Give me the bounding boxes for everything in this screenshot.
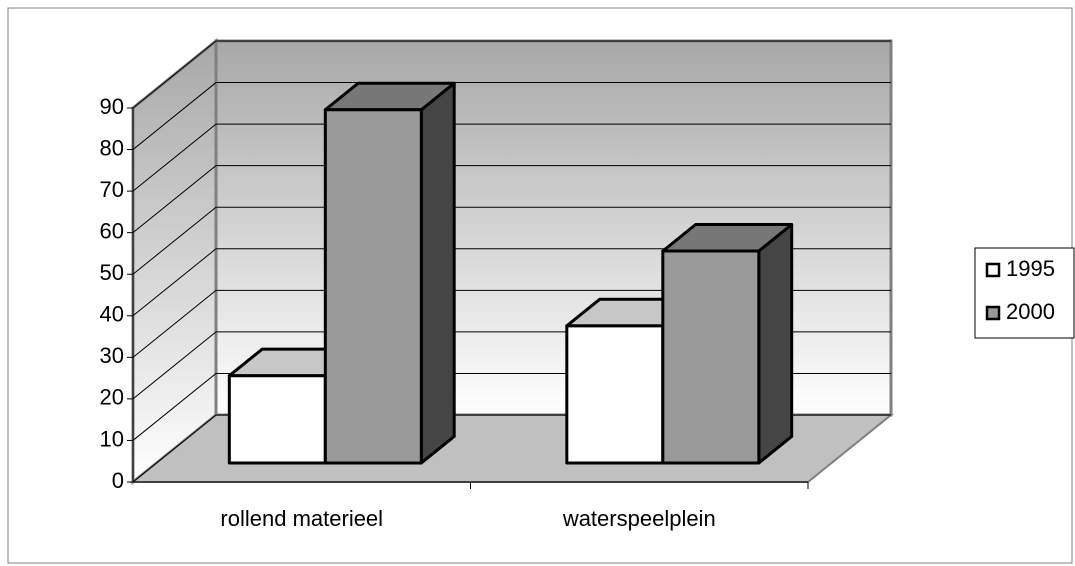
bar-side — [419, 81, 456, 465]
y-tick-label: 40 — [100, 302, 124, 327]
y-tick-label: 50 — [100, 260, 124, 285]
bar-front — [661, 249, 761, 465]
y-tick-label: 70 — [100, 177, 124, 202]
y-tick-label: 20 — [100, 385, 124, 410]
y-tick-label: 30 — [100, 343, 124, 368]
grid-line — [132, 206, 891, 275]
x-tick-label: rollend materieel — [220, 506, 383, 531]
y-tick-label: 0 — [112, 468, 124, 493]
bar — [323, 81, 456, 465]
grid-line — [132, 165, 891, 234]
bar-front — [565, 324, 665, 465]
bar-side — [757, 223, 794, 465]
bar-front — [227, 374, 327, 465]
y-tick-label: 10 — [100, 426, 124, 451]
y-tick-label: 80 — [100, 135, 124, 160]
y-tick-label: 90 — [100, 94, 124, 119]
grid-line — [132, 40, 891, 109]
x-tick-label: waterspeelplein — [562, 506, 716, 531]
legend-swatch — [985, 262, 1001, 278]
bar-front — [323, 108, 423, 465]
bar — [661, 223, 794, 465]
legend: 1995 2000 — [974, 247, 1075, 339]
side-wall — [131, 37, 218, 486]
grid-line — [132, 123, 891, 192]
legend-swatch — [985, 305, 1001, 321]
y-tick-label: 60 — [100, 218, 124, 243]
legend-label: 1995 — [1006, 256, 1055, 281]
grid-line — [132, 82, 891, 150]
legend-label: 2000 — [1006, 299, 1055, 324]
